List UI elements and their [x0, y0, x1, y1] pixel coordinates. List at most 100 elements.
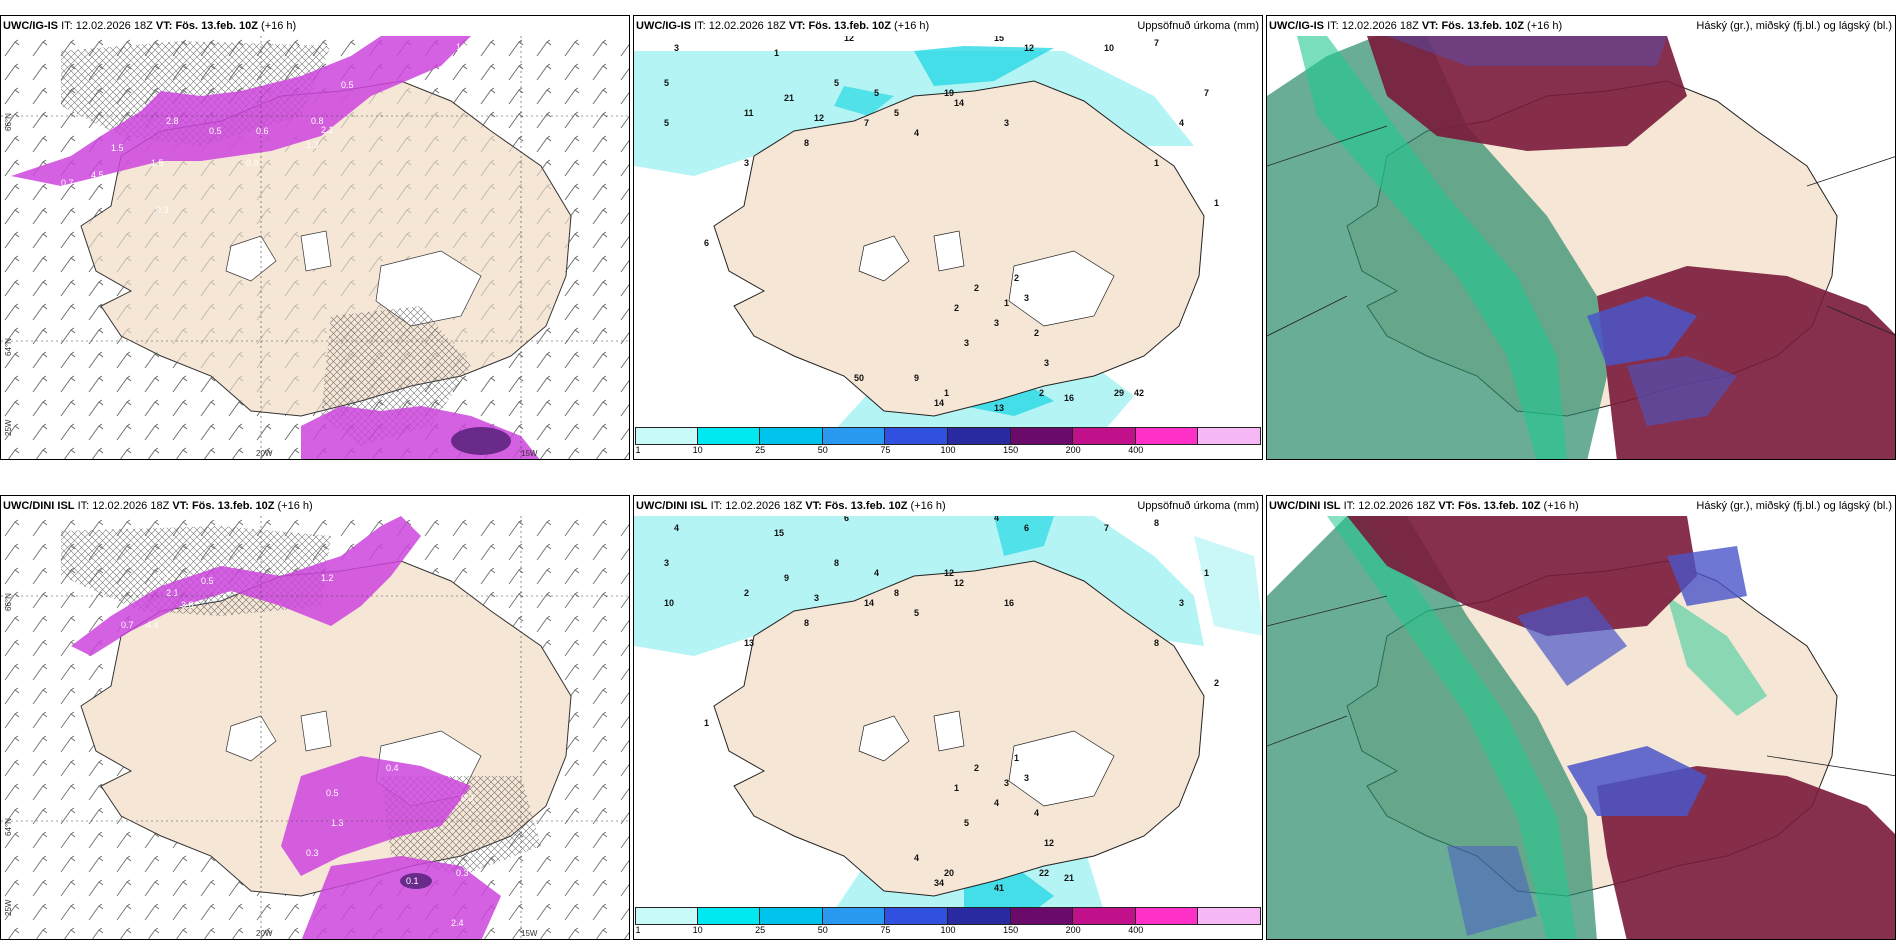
svg-text:64°N: 64°N — [4, 338, 13, 356]
precip-value: 41 — [994, 883, 1004, 893]
precip-value: 2 — [1014, 273, 1019, 283]
precip-value: 4 — [1034, 808, 1039, 818]
precip-value: 29 — [1114, 388, 1124, 398]
colorbar-tick-label: 25 — [755, 925, 766, 935]
colorbar-tick-label: 100 — [940, 445, 956, 455]
precip-value: 13 — [744, 638, 754, 648]
precip-value: 8 — [804, 618, 809, 628]
colorbar-segment — [1073, 427, 1136, 445]
svg-text:1.8: 1.8 — [456, 42, 469, 52]
precip-value: 7 — [1204, 88, 1209, 98]
precip-value: 2 — [974, 763, 979, 773]
svg-text:15W: 15W — [521, 449, 538, 458]
precip-value: 9 — [784, 573, 789, 583]
precip-value: 21 — [784, 93, 794, 103]
colorbar-segment — [635, 907, 698, 925]
colorbar-segment — [1135, 427, 1199, 445]
precip-value: 11 — [744, 108, 754, 118]
precip-value: 8 — [894, 588, 899, 598]
panel-title: UWC/IG-IS IT: 12.02.2026 18Z VT: Fös. 13… — [1269, 20, 1563, 32]
precip-value: 7 — [1104, 523, 1109, 533]
colorbar-frame — [635, 907, 1261, 925]
svg-text:3.8: 3.8 — [181, 600, 194, 610]
precip-value: 3 — [1024, 293, 1029, 303]
panel-wind-igis: UWC/IG-IS IT: 12.02.2026 18Z VT: Fös. 13… — [0, 15, 630, 460]
colorbar-tick-label: 200 — [1065, 445, 1081, 455]
precip-colorbar: 1 10 25 50 75 100 150 200 400 — [635, 907, 1261, 937]
convective-values: 1.8 3.7 0.5 2.8 0.8 1.5 0.5 0.6 1.3 2.1 … — [61, 42, 484, 215]
precip-value: 2 — [744, 588, 749, 598]
precip-value: 5 — [894, 108, 899, 118]
panel-title: UWC/DINI ISL IT: 12.02.2026 18Z VT: Fös.… — [636, 500, 946, 512]
precip-value: 1 — [704, 718, 709, 728]
precip-value: 3 — [1044, 358, 1049, 368]
precip-value: 5 — [964, 818, 969, 828]
svg-text:1.5: 1.5 — [151, 158, 164, 168]
precip-value: 12 — [814, 113, 824, 123]
colorbar-segment — [822, 427, 886, 445]
svg-text:1.5: 1.5 — [111, 143, 124, 153]
precip-value: 12 — [944, 568, 954, 578]
svg-text:66°N: 66°N — [4, 113, 13, 131]
precip-value: 3 — [994, 318, 999, 328]
svg-text:1.3: 1.3 — [306, 140, 319, 150]
map-clouds-bottom — [1267, 516, 1895, 939]
colorbar-tick-label: 200 — [1065, 925, 1081, 935]
precip-value: 5 — [664, 78, 669, 88]
precip-value: 21 — [1064, 873, 1074, 883]
colorbar-tick-label: 10 — [692, 925, 703, 935]
panel-precip-dini: UWC/DINI ISL IT: 12.02.2026 18Z VT: Fös.… — [633, 495, 1263, 940]
svg-text:25W: 25W — [4, 419, 13, 436]
panel-title: UWC/DINI ISL IT: 12.02.2026 18Z VT: Fös.… — [1269, 500, 1579, 512]
colorbar-segment — [1135, 907, 1199, 925]
colorbar-segment — [948, 907, 1011, 925]
svg-text:0.5: 0.5 — [341, 80, 354, 90]
panel-title: UWC/IG-IS IT: 12.02.2026 18Z VT: Fös. 13… — [3, 20, 297, 32]
precip-value: 20 — [944, 868, 954, 878]
svg-text:0.9: 0.9 — [246, 158, 259, 168]
precip-value: 14 — [934, 398, 944, 408]
precip-value: 2 — [1039, 388, 1044, 398]
precip-value: 8 — [1154, 518, 1159, 528]
svg-text:2.8: 2.8 — [166, 116, 179, 126]
precip-value: 6 — [1024, 523, 1029, 533]
svg-text:0.8: 0.8 — [311, 116, 324, 126]
precip-value: 6 — [844, 516, 849, 523]
precip-value: 1 — [944, 388, 949, 398]
colorbar-tick-label: 150 — [1003, 445, 1019, 455]
precip-value: 4 — [874, 568, 879, 578]
panel-field-title: Háský (gr.), miðský (fj.bl.) og lágský (… — [1696, 500, 1892, 512]
colorbar-tick-label: 75 — [880, 925, 891, 935]
colorbar-segment — [697, 907, 761, 925]
precip-value: 1 — [1014, 753, 1019, 763]
precip-value: 10 — [664, 598, 674, 608]
precip-value: 14 — [864, 598, 874, 608]
svg-text:0.3: 0.3 — [156, 205, 169, 215]
precip-value: 5 — [664, 118, 669, 128]
precip-value: 4 — [914, 128, 919, 138]
panel-header: UWC/DINI ISL IT: 12.02.2026 18Z VT: Fös.… — [1, 496, 629, 516]
svg-text:0.5: 0.5 — [201, 576, 214, 586]
precip-value: 3 — [744, 158, 749, 168]
precip-value: 2 — [974, 283, 979, 293]
panel-field-title: Háský (gr.), miðský (fj.bl.) og lágský (… — [1696, 20, 1892, 32]
precip-value: 4 — [674, 523, 679, 533]
colorbar-tick-label: 25 — [755, 445, 766, 455]
svg-text:1.2: 1.2 — [321, 573, 334, 583]
svg-text:66°N: 66°N — [4, 593, 13, 611]
panel-clouds-dini: UWC/DINI ISL IT: 12.02.2026 18Z VT: Fös.… — [1266, 495, 1896, 940]
precip-value: 16 — [1064, 393, 1074, 403]
precip-value: 3 — [1179, 598, 1184, 608]
colorbar-segment — [697, 427, 761, 445]
svg-text:2.1: 2.1 — [166, 588, 179, 598]
panel-header: UWC/IG-IS IT: 12.02.2026 18Z VT: Fös. 13… — [1, 16, 629, 36]
colorbar-tick-label: 10 — [692, 445, 703, 455]
svg-text:20W: 20W — [256, 449, 273, 458]
precip-colorbar: 1 10 25 50 75 100 150 200 400 — [635, 427, 1261, 457]
svg-text:0.5: 0.5 — [326, 788, 339, 798]
precip-value: 42 — [1134, 388, 1144, 398]
precip-value: 5 — [874, 88, 879, 98]
svg-text:0.6: 0.6 — [256, 126, 269, 136]
colorbar-tick-label: 400 — [1128, 445, 1144, 455]
